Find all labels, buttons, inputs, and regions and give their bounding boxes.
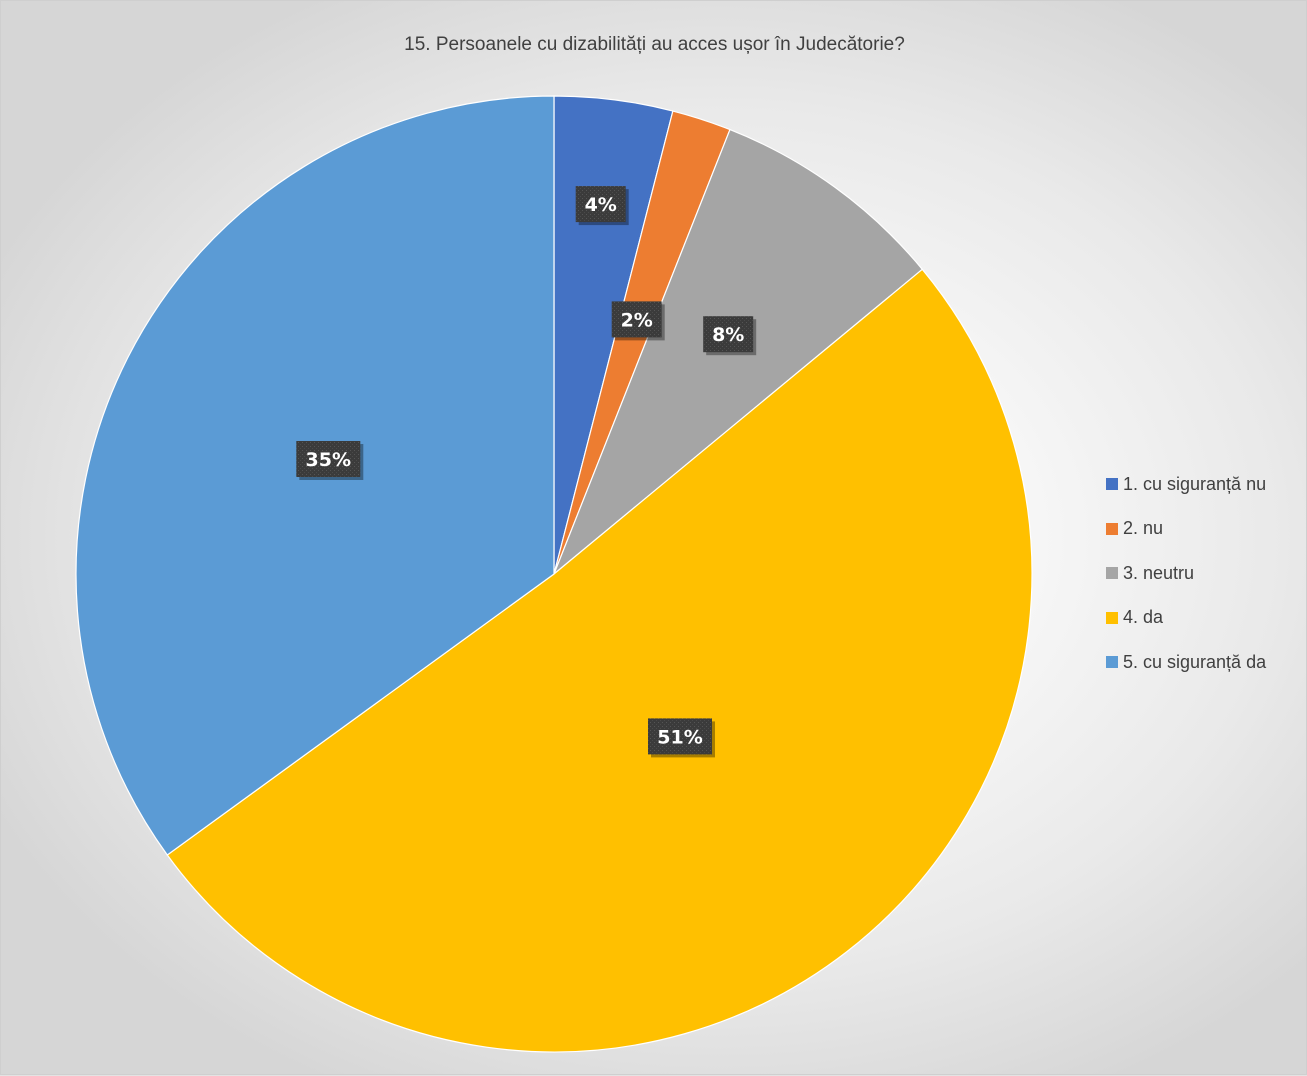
pie-slice-4 <box>166 268 1033 1053</box>
legend-item-4: 4. da <box>1106 607 1266 629</box>
data-label-4: 51% <box>648 718 715 758</box>
pie-data-labels: 4% 2% 8% 51% 35% <box>296 186 757 758</box>
legend-item-3: 3. neutru <box>1106 562 1266 584</box>
pie-slices <box>75 95 1033 1053</box>
data-label-text: 51% <box>657 726 702 748</box>
legend-swatch <box>1106 478 1118 490</box>
legend-swatch <box>1106 656 1118 668</box>
data-label-text: 4% <box>585 194 617 216</box>
data-label-3: 8% <box>703 316 757 356</box>
legend-label: 3. neutru <box>1123 562 1195 583</box>
legend-label: 1. cu siguranță nu <box>1123 473 1267 494</box>
legend-item-5: 5. cu siguranță da <box>1106 651 1266 673</box>
data-label-1: 4% <box>575 186 629 226</box>
data-label-box <box>703 316 754 353</box>
legend-item-2: 2. nu <box>1106 518 1266 540</box>
legend-swatch <box>1106 611 1118 624</box>
data-label-box <box>296 441 361 477</box>
legend-swatch <box>1106 567 1118 579</box>
data-label-box <box>648 718 712 755</box>
data-label-5: 35% <box>296 441 364 480</box>
data-label-text: 35% <box>306 449 351 471</box>
chart-title: 15. Persoanele cu dizabilități au acces … <box>404 34 905 55</box>
legend-label: 5. cu siguranță da <box>1123 651 1267 672</box>
data-label-box <box>611 301 662 338</box>
data-label-text: 8% <box>712 324 744 346</box>
legend-swatch <box>1106 522 1118 535</box>
legend-item-1: 1. cu siguranță nu <box>1106 473 1266 495</box>
legend-label: 2. nu <box>1123 518 1164 538</box>
data-label-2: 2% <box>611 301 665 341</box>
data-label-box <box>575 186 626 223</box>
chart-legend: 1. cu siguranță nu 2. nu 3. neutru 4. da 5. … <box>1106 473 1266 696</box>
legend-label: 4. da <box>1123 607 1164 627</box>
data-label-text: 2% <box>621 309 653 331</box>
